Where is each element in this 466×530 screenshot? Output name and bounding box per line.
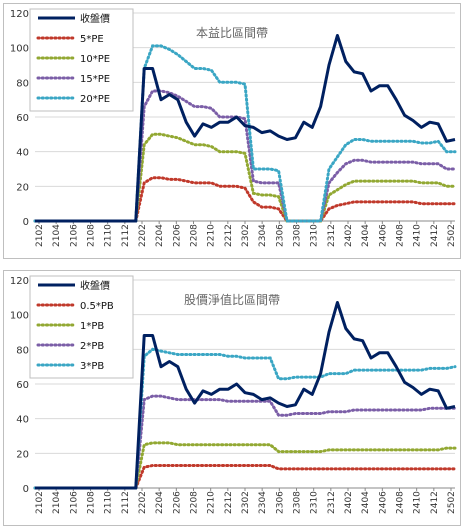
x-tick-label: 2206 [172,491,182,514]
x-tick-label: 2312 [327,224,337,247]
x-tick-label: 2312 [327,491,337,514]
x-tick-label: 2410 [413,224,423,247]
x-tick-label: 2112 [121,491,131,514]
series-line [33,132,457,223]
y-tick-label: 20 [16,449,29,460]
y-tick-label: 0 [23,484,29,495]
legend-label: 15*PE [80,74,110,85]
x-tick-label: 2110 [104,491,114,514]
x-tick-label: 2104 [52,224,62,247]
series-line [33,394,457,490]
x-tick-label: 2212 [224,224,234,247]
legend-label: 20*PE [80,94,110,105]
x-tick-label: 2106 [69,491,79,514]
legend: 收盤價 5*PE 10*PE 15*PE 20*PE [29,8,134,112]
x-tick-label: 2404 [361,224,371,247]
y-tick-label: 100 [10,311,29,322]
x-tick-label: 2310 [310,224,320,247]
legend-label: 收盤價 [80,279,110,292]
y-tick-label: 120 [10,9,29,20]
legend-label: 0.5*PB [80,301,114,312]
pb-band-chart-panel: 0 20 40 60 80 100 120 2102 2104 2106 2108 2110 2112 2… [0,267,466,530]
series-line [33,176,457,223]
y-tick-label: 40 [16,415,29,426]
chart-frame [3,3,461,259]
legend: 收盤價 0.5*PB 1*PB 2*PB 3*PB [29,275,134,379]
x-tick-label: 2108 [87,224,97,247]
y-tick-label: 120 [10,276,29,287]
x-tick-label: 2410 [413,491,423,514]
x-tick-label: 2412 [430,491,440,514]
x-tick-label: 2502 [447,224,457,247]
y-tick-label: 40 [16,148,29,159]
pb-band-chart: 0 20 40 60 80 100 120 2102 2104 2106 2108 2110 2112 2… [10,275,457,514]
x-tick-label: 2302 [241,224,251,247]
y-tick-label: 80 [16,345,29,356]
legend-label: 10*PE [80,54,110,65]
legend-label: 收盤價 [80,12,110,25]
x-tick-label: 2206 [172,224,182,247]
x-tick-label: 2306 [275,224,285,247]
legend-label: 5*PE [80,34,104,45]
x-tick-label: 2110 [104,224,114,247]
legend-label: 3*PB [80,361,104,372]
x-tick-label: 2402 [344,224,354,247]
x-tick-label: 2408 [396,491,406,514]
series-line [35,301,456,490]
x-tick-label: 2402 [344,491,354,514]
y-tick-label: 80 [16,78,29,89]
x-tick-label: 2212 [224,491,234,514]
legend-box [29,8,134,112]
chart-title: 本益比區間帶 [196,26,268,40]
x-tick-label: 2304 [258,491,268,514]
chart-frame [3,270,461,526]
x-tick-label: 2308 [293,491,303,514]
pe-band-chart-panel: 0 20 40 60 80 100 120 2102 2104 2106 2108 2110 2112 2… [0,0,466,263]
x-tick-label: 2108 [87,491,97,514]
x-tick-label: 2202 [138,491,148,514]
x-tick-label: 2210 [207,224,217,247]
x-tick-label: 2208 [190,491,200,514]
y-tick-label: 0 [23,217,29,228]
x-tick-label: 2204 [155,224,165,247]
x-tick-label: 2304 [258,224,268,247]
x-tick-label: 2310 [310,491,320,514]
legend-label: 1*PB [80,321,104,332]
legend-label: 2*PB [80,341,104,352]
y-tick-label: 60 [16,380,29,391]
y-tick-label: 20 [16,182,29,193]
y-tick-label: 100 [10,44,29,55]
series-line [35,34,456,223]
y-tick-label: 60 [16,113,29,124]
x-tick-label: 2408 [396,224,406,247]
x-tick-label: 2208 [190,224,200,247]
pe-band-chart: 0 20 40 60 80 100 120 2102 2104 2106 2108 2110 2112 2… [10,8,457,247]
legend-box [29,275,134,379]
x-tick-label: 2308 [293,224,303,247]
x-tick-label: 2502 [447,491,457,514]
x-tick-label: 2210 [207,491,217,514]
x-tick-label: 2102 [35,224,45,247]
x-tick-label: 2112 [121,224,131,247]
x-tick-label: 2412 [430,224,440,247]
x-tick-label: 2306 [275,491,285,514]
x-tick-label: 2302 [241,491,251,514]
chart-title: 股價淨值比區間帶 [184,292,280,307]
x-tick-label: 2204 [155,491,165,514]
x-tick-label: 2406 [378,224,388,247]
series-line [33,464,457,490]
x-tick-label: 2202 [138,224,148,247]
x-tick-label: 2404 [361,491,371,514]
x-tick-label: 2104 [52,491,62,514]
x-tick-label: 2102 [35,491,45,514]
x-tick-label: 2406 [378,491,388,514]
x-tick-label: 2106 [69,224,79,247]
